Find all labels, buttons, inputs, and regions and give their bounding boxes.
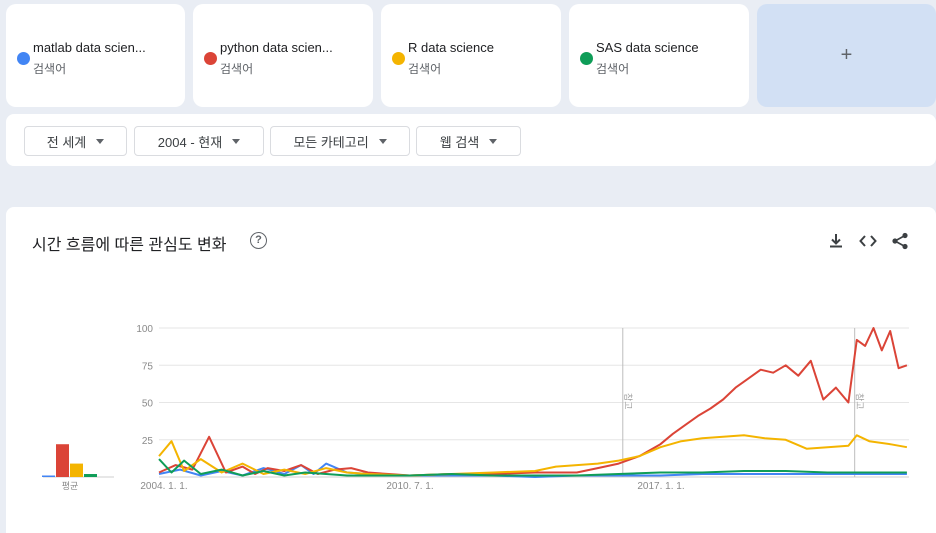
average-bar [42,475,55,477]
y-tick-label: 75 [142,361,154,372]
download-icon[interactable] [826,231,846,251]
annotation-label: 참고 [622,393,633,410]
help-icon[interactable]: ? [250,232,267,249]
category-filter[interactable]: 모든 카테고리 [270,126,410,156]
average-bar [70,463,83,477]
series-line [158,458,907,477]
term-name: python data scien... [220,40,333,55]
caret-down-icon [232,138,241,144]
interest-line-chart: 25 50 75 100 2004. 1. 1. 2010. 7. 1. 2017. 1. … [42,324,909,492]
term-color-dot [204,52,217,65]
plus-icon: + [840,44,853,66]
term-name: SAS data science [596,40,699,55]
time-range-filter[interactable]: 2004 - 현재 [134,126,264,156]
average-bar [84,474,97,477]
series-line [158,327,908,477]
chart-title: 시간 흐름에 따른 관심도 변화 [32,237,227,254]
term-type-label: 검색어 [220,62,254,76]
term-name: R data science [408,40,494,55]
term-type-label: 검색어 [33,62,67,76]
term-card[interactable]: SAS data science 검색어 [569,4,749,107]
caret-down-icon [378,138,387,144]
filter-label: 전 세계 [46,134,87,150]
x-tick-label: 2010. 7. 1. [386,481,433,492]
search-type-filter[interactable]: 웹 검색 [416,126,521,156]
x-tick-label: 2004. 1. 1. [140,481,187,492]
term-color-dot [17,52,30,65]
average-bar [56,444,69,477]
share-icon[interactable] [890,231,910,251]
interest-over-time-panel: 시간 흐름에 따른 관심도 변화 ? 25 50 75 100 2004. 1. 1. 2… [6,207,936,533]
embed-icon[interactable] [858,231,878,251]
x-tick-label: 2017. 1. 1. [637,481,684,492]
average-label: 평균 [62,481,79,492]
filter-label: 2004 - 현재 [157,134,223,150]
y-tick-label: 50 [142,399,154,410]
term-name: matlab data scien... [33,40,146,55]
term-type-label: 검색어 [408,62,442,76]
term-card[interactable]: matlab data scien... 검색어 [6,4,185,107]
filter-label: 웹 검색 [439,134,480,150]
y-tick-label: 100 [136,324,153,335]
term-color-dot [392,52,405,65]
caret-down-icon [96,138,105,144]
filter-bar: 전 세계 2004 - 현재 모든 카테고리 웹 검색 [6,114,936,166]
term-type-label: 검색어 [596,62,630,76]
y-tick-label: 25 [142,436,154,447]
caret-down-icon [489,138,498,144]
add-term-button[interactable]: + [757,4,936,107]
filter-label: 모든 카테고리 [293,134,369,150]
term-card[interactable]: python data scien... 검색어 [193,4,373,107]
term-card[interactable]: R data science 검색어 [381,4,561,107]
series-line [158,434,908,477]
annotation-label: 참고 [854,393,865,410]
term-color-dot [580,52,593,65]
region-filter[interactable]: 전 세계 [24,126,127,156]
